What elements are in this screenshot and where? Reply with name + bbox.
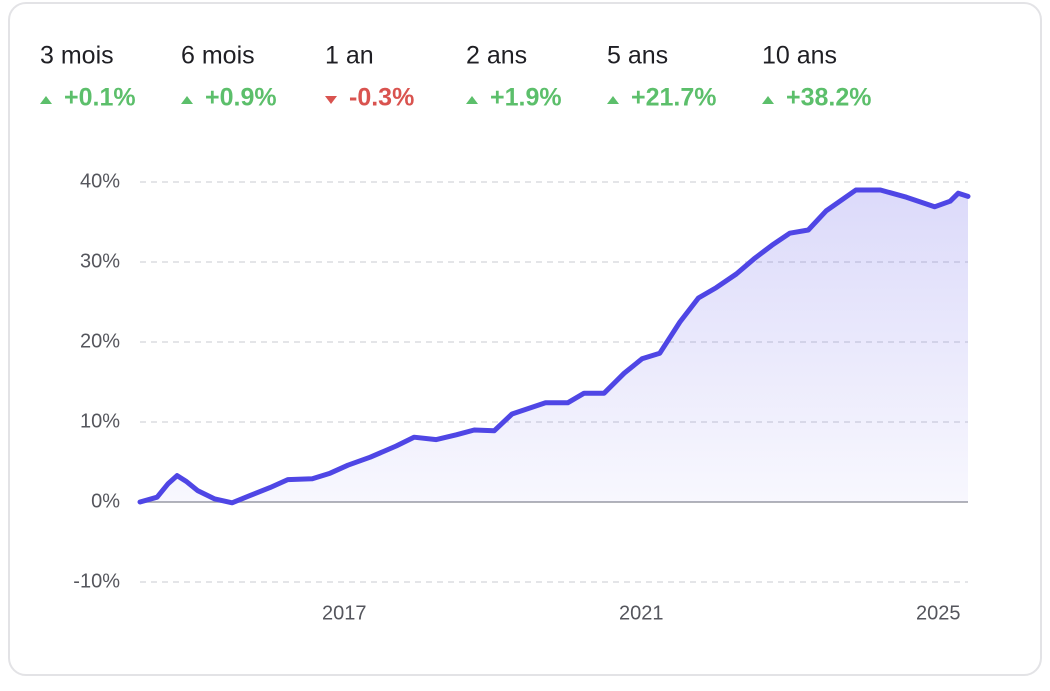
arrow-up: [40, 96, 52, 104]
period-change: +0.9%: [205, 84, 277, 112]
y-tick-label: 30%: [80, 250, 120, 272]
period-label: 2 ans: [466, 42, 527, 70]
area: [140, 190, 968, 503]
y-tick-label: -10%: [73, 570, 120, 592]
card: [8, 2, 1042, 676]
x-tick-label: 2017: [322, 602, 367, 624]
period-change: +1.9%: [490, 84, 562, 112]
period-label: 1 an: [325, 42, 374, 70]
arrow-up: [181, 96, 193, 104]
y-tick-label: 20%: [80, 330, 120, 352]
period-change: +38.2%: [786, 84, 872, 112]
period-label: 3 mois: [40, 42, 114, 70]
x-tick-label: 2025: [916, 602, 961, 624]
y-tick-label: 0%: [91, 490, 120, 512]
arrow-up: [607, 96, 619, 104]
x-tick-label: 2021: [619, 602, 664, 624]
arrow-down: [325, 96, 337, 104]
line: [137, 187, 971, 506]
period-label: 10 ans: [762, 42, 837, 70]
period-change: -0.3%: [349, 84, 414, 112]
period-change: +0.1%: [64, 84, 136, 112]
y-tick-label: 40%: [80, 170, 120, 192]
y-tick-label: 10%: [80, 410, 120, 432]
arrow-up: [762, 96, 774, 104]
arrow-up: [466, 96, 478, 104]
period-label: 6 mois: [181, 42, 255, 70]
period-change: +21.7%: [631, 84, 717, 112]
period-label: 5 ans: [607, 42, 668, 70]
